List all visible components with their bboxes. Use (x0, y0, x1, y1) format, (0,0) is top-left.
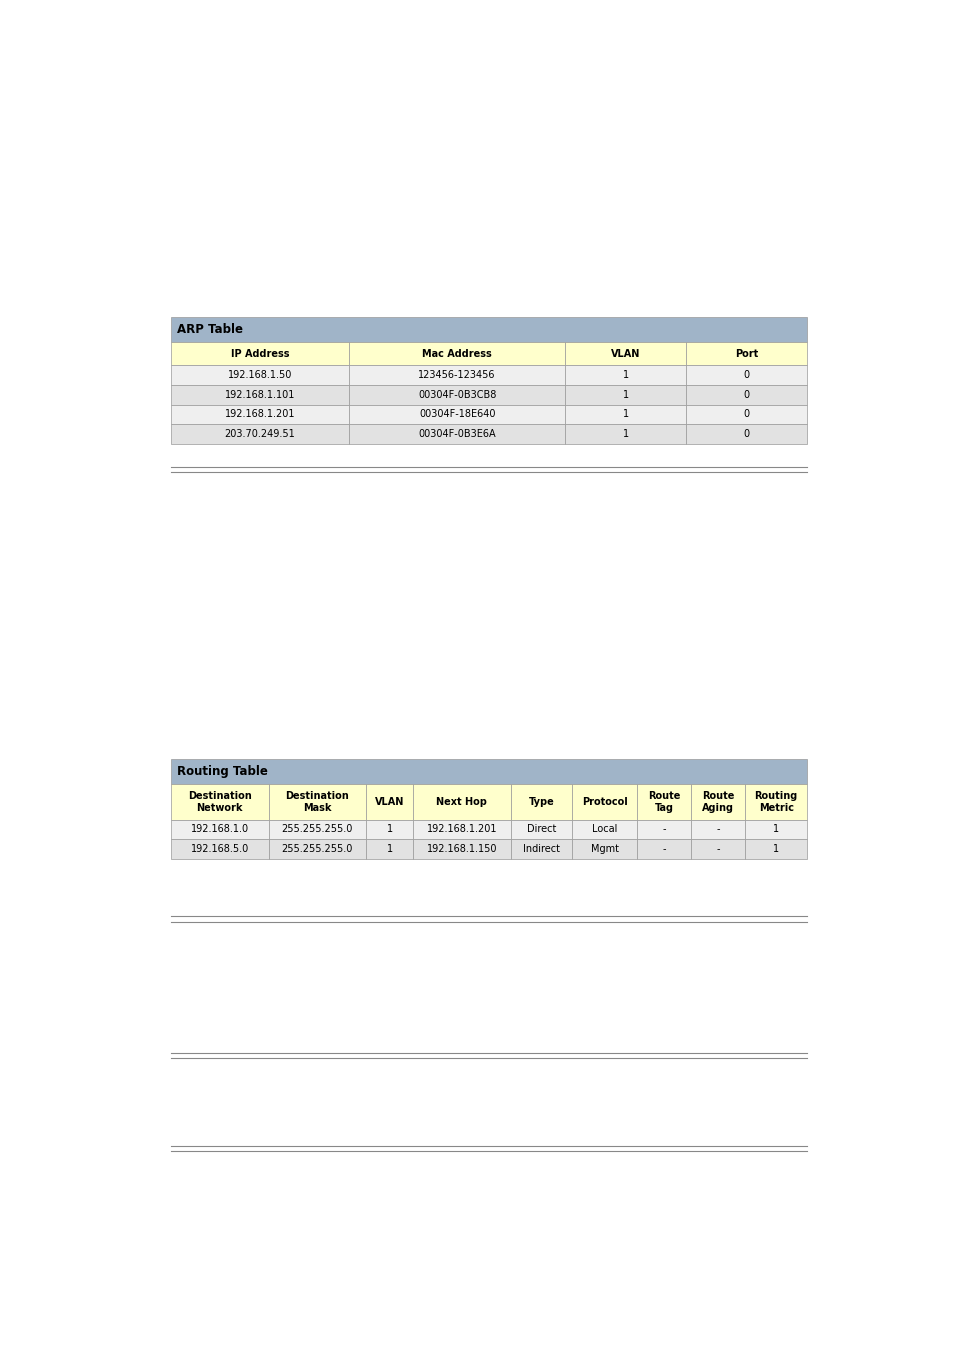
Bar (349, 385, 564, 404)
Bar (744, 839, 806, 859)
Bar (268, 784, 366, 820)
Text: Mac Address: Mac Address (422, 349, 492, 358)
Bar (171, 385, 349, 404)
Text: 192.168.5.0: 192.168.5.0 (191, 844, 249, 854)
Text: 1: 1 (622, 389, 628, 400)
Bar (685, 424, 806, 444)
Bar (685, 385, 806, 404)
Text: 192.168.1.50: 192.168.1.50 (228, 370, 292, 380)
Text: 192.168.1.101: 192.168.1.101 (225, 389, 294, 400)
Bar (366, 784, 413, 820)
Text: Mgmt: Mgmt (590, 844, 618, 854)
Bar (268, 839, 366, 859)
Bar (171, 404, 349, 424)
Text: 1: 1 (622, 430, 628, 439)
Text: -: - (716, 844, 720, 854)
Bar (171, 365, 349, 385)
Bar (366, 820, 413, 839)
Bar (572, 820, 637, 839)
Text: -: - (661, 844, 665, 854)
Text: 192.168.1.201: 192.168.1.201 (225, 409, 295, 419)
Bar (413, 839, 510, 859)
Text: 00304F-18E640: 00304F-18E640 (418, 409, 495, 419)
Bar (691, 820, 744, 839)
Text: IP Address: IP Address (231, 349, 289, 358)
Bar (349, 404, 564, 424)
Bar (564, 404, 685, 424)
Bar (691, 839, 744, 859)
Bar (171, 424, 349, 444)
Text: 255.255.255.0: 255.255.255.0 (281, 824, 353, 835)
Text: 1: 1 (386, 844, 393, 854)
Text: 255.255.255.0: 255.255.255.0 (281, 844, 353, 854)
Text: Protocol: Protocol (581, 797, 627, 807)
Text: 192.168.1.201: 192.168.1.201 (426, 824, 497, 835)
Bar (572, 784, 637, 820)
Text: Next Hop: Next Hop (436, 797, 487, 807)
Text: 1: 1 (772, 824, 779, 835)
Bar (171, 784, 268, 820)
Text: Routing Table: Routing Table (176, 765, 268, 778)
Text: 203.70.249.51: 203.70.249.51 (224, 430, 295, 439)
Text: 0: 0 (742, 370, 749, 380)
Text: Local: Local (591, 824, 617, 835)
Bar (171, 342, 349, 365)
Bar (510, 820, 572, 839)
Bar (171, 820, 268, 839)
Bar (349, 424, 564, 444)
Bar (637, 839, 691, 859)
Bar (637, 784, 691, 820)
Bar (413, 820, 510, 839)
Bar (564, 385, 685, 404)
Bar (572, 839, 637, 859)
Text: 0: 0 (742, 389, 749, 400)
Bar (744, 784, 806, 820)
Text: 1: 1 (772, 844, 779, 854)
Text: -: - (661, 824, 665, 835)
Text: Indirect: Indirect (522, 844, 559, 854)
Text: VLAN: VLAN (610, 349, 639, 358)
Text: ARP Table: ARP Table (176, 323, 243, 336)
Bar (564, 342, 685, 365)
Text: 1: 1 (386, 824, 393, 835)
Text: 123456-123456: 123456-123456 (418, 370, 496, 380)
Bar (510, 839, 572, 859)
Text: 192.168.1.150: 192.168.1.150 (426, 844, 497, 854)
Text: Type: Type (528, 797, 554, 807)
Bar (744, 820, 806, 839)
Bar (685, 404, 806, 424)
Bar (691, 784, 744, 820)
Bar (171, 317, 806, 342)
Text: 1: 1 (622, 370, 628, 380)
Text: 0: 0 (742, 430, 749, 439)
Text: Port: Port (734, 349, 758, 358)
Bar (171, 839, 268, 859)
Bar (171, 759, 806, 784)
Text: 0: 0 (742, 409, 749, 419)
Bar (349, 365, 564, 385)
Bar (268, 820, 366, 839)
Bar (413, 784, 510, 820)
Text: VLAN: VLAN (375, 797, 404, 807)
Text: Destination
Mask: Destination Mask (285, 792, 349, 813)
Text: -: - (716, 824, 720, 835)
Text: Route
Aging: Route Aging (701, 792, 734, 813)
Text: Routing
Metric: Routing Metric (754, 792, 797, 813)
Text: Route
Tag: Route Tag (647, 792, 679, 813)
Bar (685, 342, 806, 365)
Bar (510, 784, 572, 820)
Text: 1: 1 (622, 409, 628, 419)
Text: 00304F-0B3CB8: 00304F-0B3CB8 (417, 389, 496, 400)
Text: Direct: Direct (526, 824, 556, 835)
Bar (564, 365, 685, 385)
Bar (637, 820, 691, 839)
Bar (564, 424, 685, 444)
Bar (366, 839, 413, 859)
Text: Destination
Network: Destination Network (188, 792, 252, 813)
Text: 00304F-0B3E6A: 00304F-0B3E6A (417, 430, 496, 439)
Text: 192.168.1.0: 192.168.1.0 (191, 824, 249, 835)
Bar (685, 365, 806, 385)
Bar (349, 342, 564, 365)
